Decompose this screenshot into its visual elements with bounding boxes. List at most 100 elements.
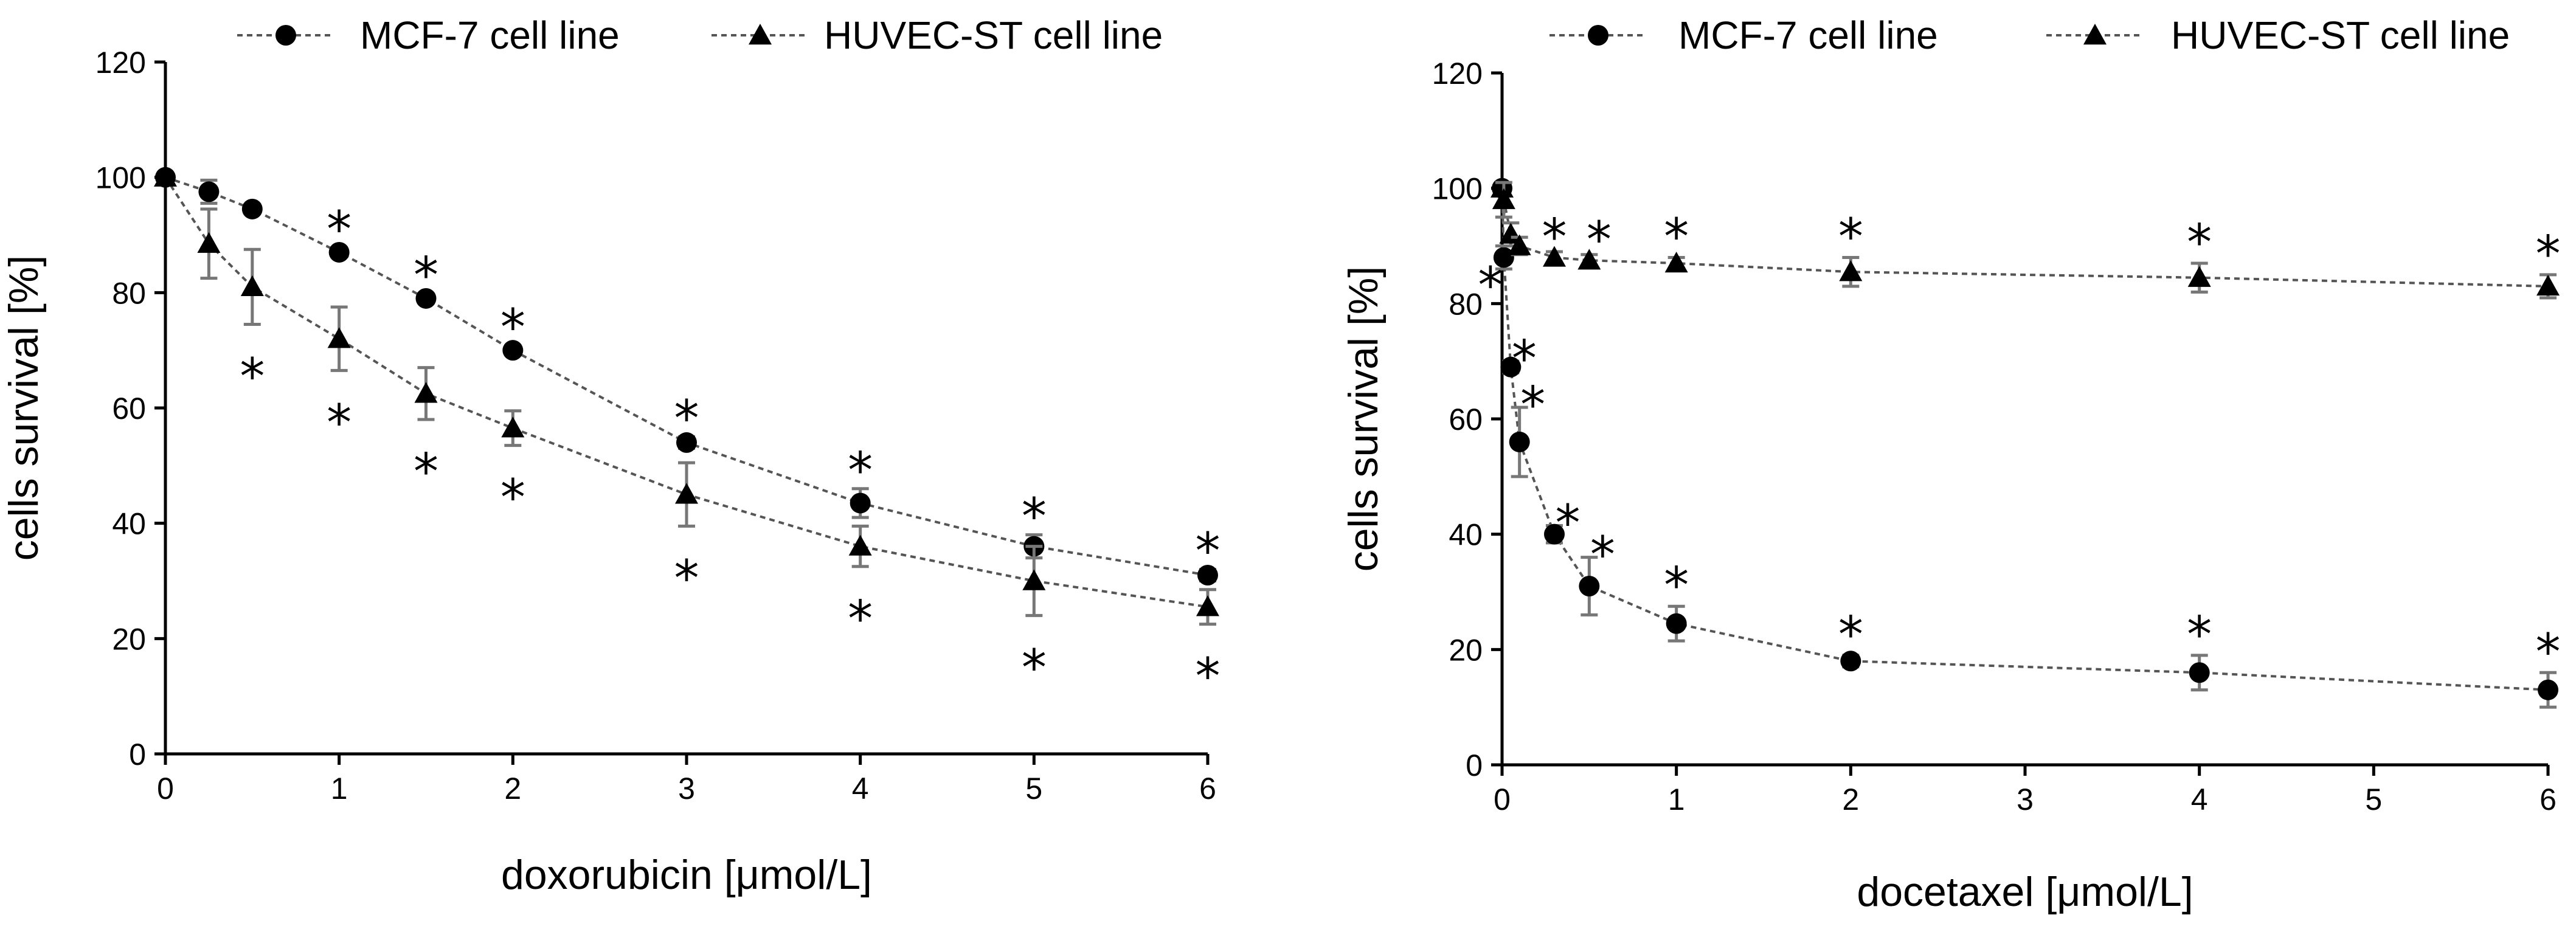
data-point — [1197, 565, 1218, 586]
chart-doxorubicin: 0 20 40 60 80 100 120 0 1 2 3 4 5 6 doxorubicin [μmol/… — [1, 13, 1220, 898]
series-mcf7: * * * * * * * — [155, 167, 1220, 586]
significance-star: * — [414, 247, 438, 305]
legend-label: HUVEC-ST cell line — [824, 13, 1163, 57]
significance-star: * — [848, 442, 873, 500]
data-point — [415, 288, 437, 309]
significance-star: * — [1838, 606, 1863, 664]
significance-star: * — [1838, 208, 1863, 266]
significance-star: * — [848, 590, 873, 648]
legend-marker — [275, 25, 296, 46]
data-point — [1664, 251, 1688, 273]
legend-label: MCF-7 cell line — [1678, 13, 1938, 57]
x-tick-label: 4 — [2191, 782, 2208, 817]
data-point — [2536, 274, 2560, 296]
significance-star: * — [1664, 557, 1689, 615]
x-tick-label: 1 — [331, 772, 348, 806]
significance-star: * — [1196, 523, 1220, 581]
significance-star: * — [1542, 209, 1567, 266]
data-point — [848, 534, 872, 556]
legend-marker — [1588, 25, 1608, 46]
data-point — [676, 432, 697, 453]
data-point — [1508, 234, 1531, 255]
data-point — [502, 340, 524, 361]
data-point — [154, 165, 177, 187]
series-huvec: * * * * * * * * — [154, 165, 1220, 706]
y-tick-label: 120 — [1432, 57, 1483, 91]
data-point — [240, 275, 264, 297]
data-point — [1500, 356, 1522, 378]
significance-star: * — [1590, 527, 1615, 584]
significance-star: * — [2187, 214, 2212, 272]
y-tick-label: 40 — [112, 507, 146, 541]
data-point — [1577, 249, 1601, 270]
data-point — [2189, 662, 2210, 683]
series-line — [1501, 188, 2549, 691]
x-axis-label: doxorubicin [μmol/L] — [501, 852, 872, 898]
significance-star: * — [1556, 494, 1581, 552]
data-point — [1579, 576, 1600, 597]
series-line — [164, 176, 1208, 609]
data-point — [1509, 431, 1530, 452]
y-tick-label: 20 — [1449, 633, 1483, 667]
significance-star: * — [1664, 208, 1689, 266]
y-tick-label: 100 — [1432, 172, 1483, 206]
significance-star: * — [1520, 376, 1545, 434]
significance-star: * — [1022, 639, 1047, 697]
x-tick-label: 2 — [1842, 782, 1859, 817]
data-point — [1544, 523, 1565, 545]
series-mcf7: ******* * * — [1478, 178, 2561, 709]
data-point — [1839, 260, 1863, 281]
y-tick-label: 60 — [112, 392, 146, 426]
legend-entry: HUVEC-ST cell line — [712, 13, 1163, 57]
legend-entry: MCF-7 cell line — [1549, 13, 1938, 57]
x-tick-label: 6 — [1199, 772, 1216, 806]
x-tick-label: 3 — [678, 772, 695, 806]
y-tick-label: 60 — [1449, 402, 1483, 437]
y-axis-label: cells survival [%] — [1, 255, 47, 561]
significance-star: * — [2187, 606, 2212, 664]
data-point — [2538, 679, 2558, 700]
legend-entry: MCF-7 cell line — [237, 13, 620, 57]
x-tick-label: 5 — [1025, 772, 1042, 806]
y-tick-label: 80 — [1449, 287, 1483, 321]
data-point — [1840, 651, 1861, 672]
data-point — [850, 492, 871, 514]
data-point — [1543, 246, 1566, 267]
data-point — [1493, 247, 1514, 268]
legend-entry: HUVEC-ST cell line — [2046, 13, 2510, 57]
y-tick-label: 0 — [129, 737, 146, 772]
data-point — [1196, 595, 1219, 616]
x-tick-label: 3 — [2017, 782, 2034, 817]
data-point — [1666, 613, 1687, 634]
significance-star: * — [1587, 212, 1612, 269]
x-tick-label: 2 — [504, 772, 521, 806]
chart-docetaxel: 0 20 40 60 80 100 120 0 1 2 3 4 5 6 docetaxel [μmol/L]… — [1340, 13, 2561, 915]
significance-star: * — [327, 394, 351, 452]
y-axis-label: cells survival [%] — [1340, 266, 1387, 572]
significance-star: * — [2536, 623, 2561, 681]
data-point — [675, 483, 698, 504]
x-tick-label: 0 — [157, 772, 174, 806]
significance-star: * — [1196, 648, 1220, 706]
significance-star: * — [1022, 488, 1047, 546]
x-tick-label: 4 — [852, 772, 869, 806]
significance-star: * — [500, 469, 525, 527]
data-point — [414, 382, 438, 403]
significance-star: * — [1478, 257, 1503, 314]
x-tick-label: 5 — [2365, 782, 2382, 817]
data-point — [1491, 176, 1514, 198]
data-point — [2187, 266, 2211, 287]
x-tick-label: 6 — [2540, 782, 2557, 817]
data-point — [501, 416, 525, 438]
significance-star: * — [414, 443, 438, 501]
y-tick-label: 80 — [112, 276, 146, 310]
legend-marker — [749, 24, 772, 45]
legend-marker — [2083, 24, 2107, 45]
data-point — [197, 232, 221, 253]
y-tick-label: 40 — [1449, 518, 1483, 552]
significance-star: * — [500, 299, 525, 357]
significance-star: * — [674, 550, 699, 607]
legend-label: MCF-7 cell line — [360, 13, 620, 57]
y-tick-label: 20 — [112, 622, 146, 656]
y-tick-label: 120 — [95, 46, 146, 80]
